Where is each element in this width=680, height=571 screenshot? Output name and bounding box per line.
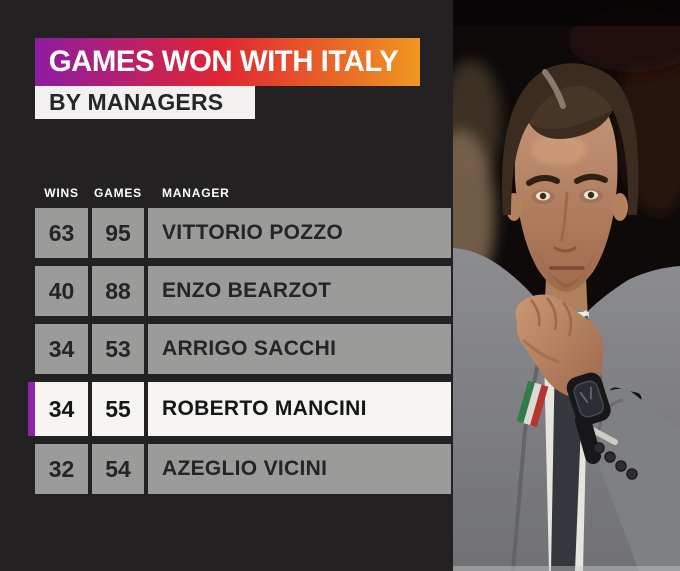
manager-cell: VITTORIO POZZO <box>148 208 451 258</box>
manager-cell: AZEGLIO VICINI <box>148 444 451 494</box>
manager-cell: ENZO BEARZOT <box>148 266 451 316</box>
subtitle-banner: BY MANAGERS <box>35 86 255 119</box>
manager-photo <box>453 0 680 571</box>
highlight-accent-bar <box>28 382 35 436</box>
table-header: WINS GAMES MANAGER <box>35 183 450 203</box>
table-body: 63 95 VITTORIO POZZO 40 88 ENZO BEARZOT … <box>28 208 451 494</box>
wins-cell: 40 <box>35 266 88 316</box>
page-subtitle: BY MANAGERS <box>49 89 224 115</box>
wins-cell: 32 <box>35 444 88 494</box>
column-header-manager: MANAGER <box>162 186 230 200</box>
games-cell: 54 <box>92 444 144 494</box>
manager-cell: ROBERTO MANCINI <box>148 382 451 436</box>
table-row: 63 95 VITTORIO POZZO <box>35 208 451 258</box>
wins-cell: 63 <box>35 208 88 258</box>
games-cell: 88 <box>92 266 144 316</box>
managers-table: WINS GAMES MANAGER 63 95 VITTORIO POZZO … <box>28 183 451 494</box>
manager-photo-illustration <box>453 0 680 571</box>
wins-cell: 34 <box>35 324 88 374</box>
page-title: GAMES WON WITH ITALY <box>48 45 399 78</box>
table-row-highlighted: 34 55 ROBERTO MANCINI <box>28 382 451 436</box>
stats-panel: GAMES WON WITH ITALY BY MANAGERS WINS GA… <box>28 38 451 494</box>
table-row: 34 53 ARRIGO SACCHI <box>35 324 451 374</box>
column-header-wins: WINS <box>44 186 79 200</box>
manager-cell: ARRIGO SACCHI <box>148 324 451 374</box>
wins-cell: 34 <box>35 382 88 436</box>
column-header-games: GAMES <box>93 186 142 200</box>
games-cell: 55 <box>92 382 144 436</box>
games-cell: 95 <box>92 208 144 258</box>
title-banner: GAMES WON WITH ITALY <box>35 38 420 86</box>
games-cell: 53 <box>92 324 144 374</box>
table-row: 40 88 ENZO BEARZOT <box>35 266 451 316</box>
table-row: 32 54 AZEGLIO VICINI <box>35 444 451 494</box>
